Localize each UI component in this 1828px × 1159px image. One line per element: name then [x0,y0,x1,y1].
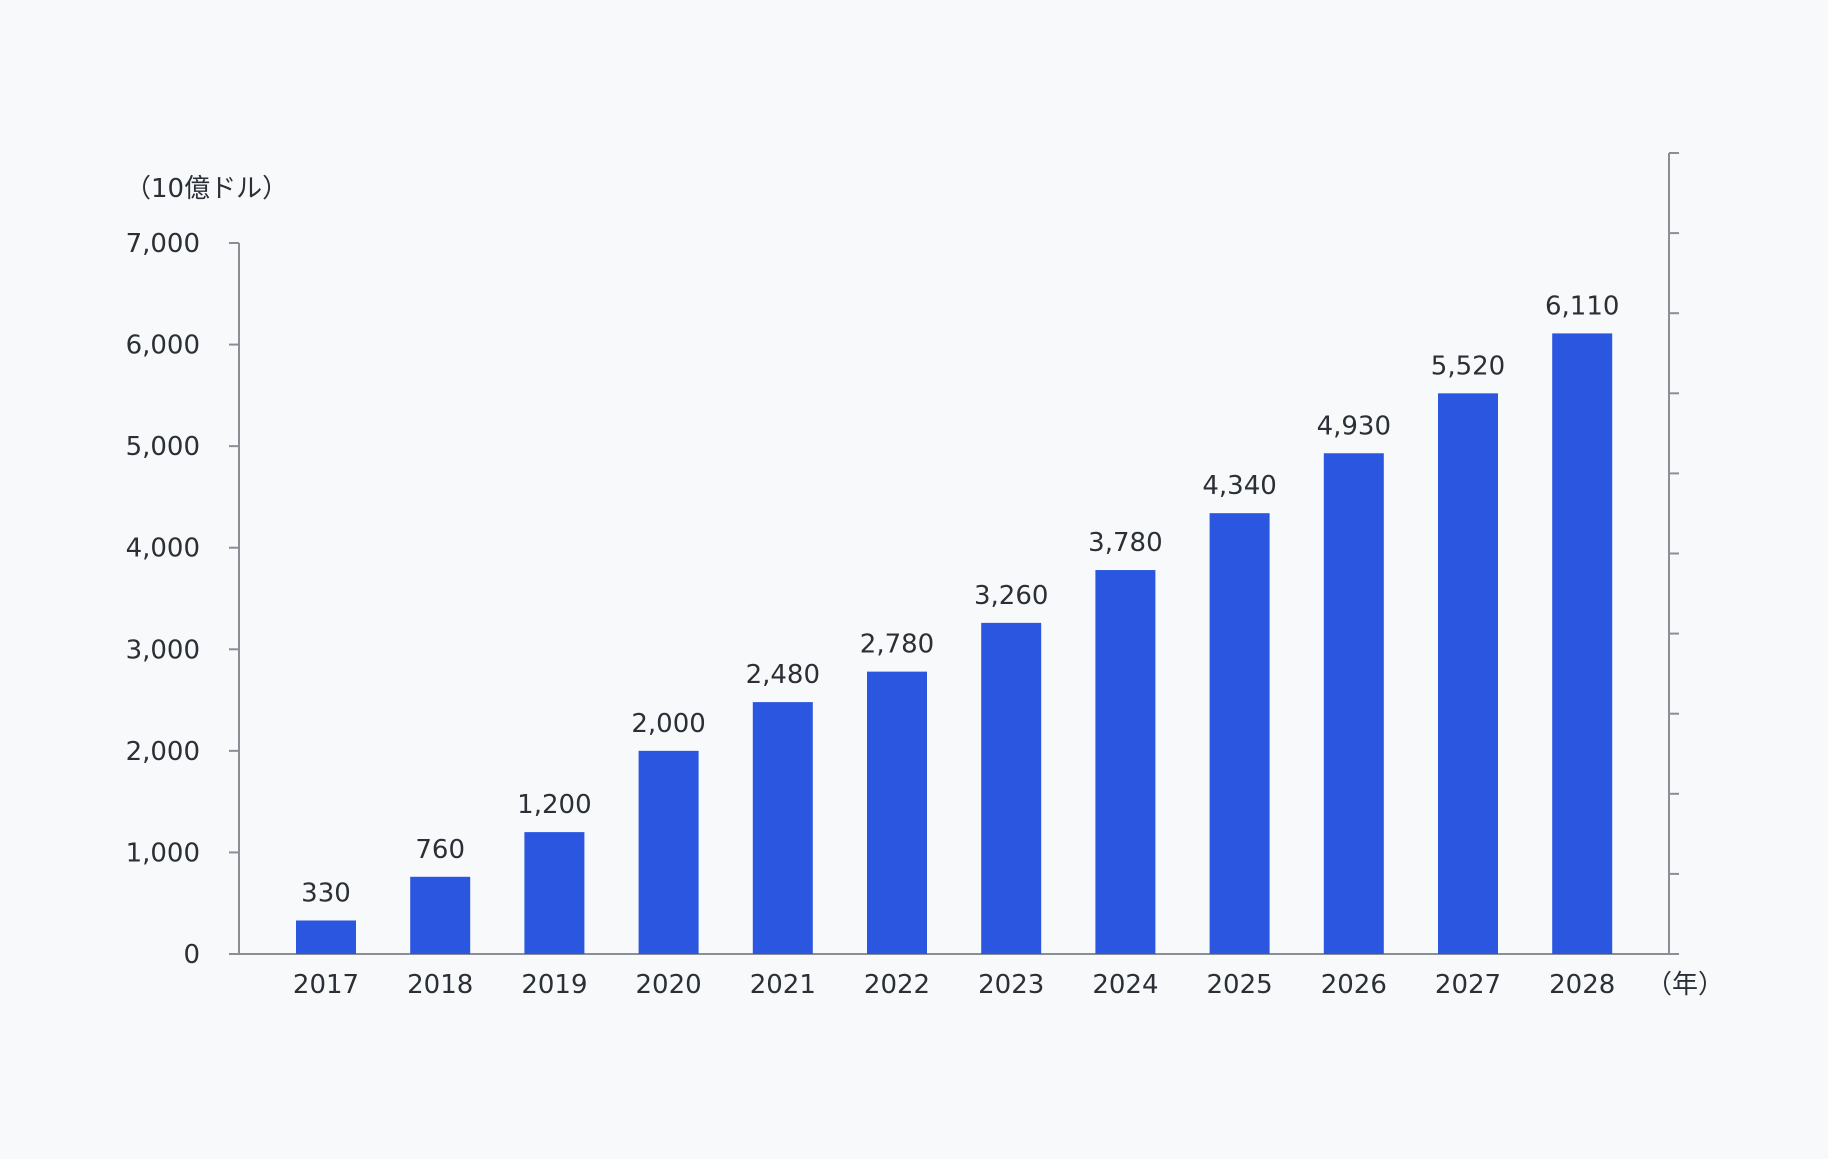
bar-value-label: 760 [415,835,465,865]
bar [524,832,585,954]
bar [410,876,471,954]
bar-value-label: 4,930 [1317,411,1391,441]
x-tick-label: 2027 [1435,970,1501,1000]
bar [638,750,699,954]
y-tick-label: 0 [183,940,200,970]
y-axis-left: 0 1,000 2,000 3,000 4,000 5,000 6,000 7,000 [126,229,1669,970]
bar-value-label: 1,200 [517,790,591,820]
x-tick-label: 2024 [1092,970,1158,1000]
bar [1095,570,1156,954]
x-tick-label: 2026 [1321,970,1387,1000]
bar-value-label: 3,260 [974,581,1048,611]
x-tick-label: 2025 [1207,970,1273,1000]
y-axis-right [1668,152,1679,955]
x-axis-labels: 2017 2018 2019 2020 2021 2022 2023 2024 2025 2026… [293,970,1615,1000]
bar-value-label: 6,110 [1545,291,1619,321]
x-tick-label: 2028 [1549,970,1615,1000]
bar [1209,513,1270,954]
bar [1438,393,1498,955]
y-tick-label: 4,000 [126,534,200,564]
bar-value-label: 5,520 [1431,351,1505,381]
bar-value-label: 330 [301,878,351,908]
x-tick-label: 2017 [293,970,359,1000]
x-tick-label: 2021 [750,970,816,1000]
x-tick-label: 2018 [407,970,473,1000]
y-tick-label: 5,000 [126,432,200,462]
x-axis-unit-label: （年） [1646,970,1724,1000]
x-tick-label: 2020 [636,970,702,1000]
y-axis-unit-label: （10億ドル） [125,174,288,204]
bar [1552,333,1613,954]
bar-value-label: 2,780 [860,630,934,660]
y-tick-label: 1,000 [126,838,200,868]
bar-value-label: 3,780 [1088,528,1162,558]
bar [981,622,1042,954]
bar [867,671,927,954]
y-tick-label: 3,000 [126,635,200,665]
x-tick-label: 2019 [521,970,587,1000]
bar-value-label: 4,340 [1202,471,1276,501]
bar [296,920,356,954]
bar [1323,453,1384,954]
x-tick-label: 2022 [864,970,930,1000]
x-tick-label: 2023 [978,970,1044,1000]
bar-series: 330 760 1,200 2,000 2,480 2,780 3,260 3,780 4,34… [296,291,1619,955]
y-tick-label: 7,000 [126,229,200,259]
bar-value-label: 2,000 [631,709,705,739]
bar [752,702,813,954]
y-tick-label: 6,000 [126,331,200,361]
bar-value-label: 2,480 [746,660,820,690]
y-tick-label: 2,000 [126,737,200,767]
